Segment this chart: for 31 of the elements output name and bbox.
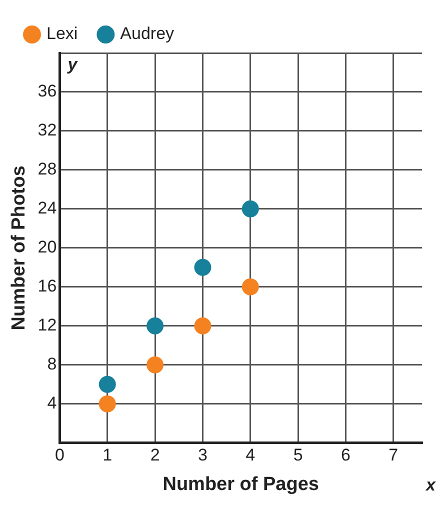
x-tick-label: 2 (150, 446, 160, 465)
x-tick-label: 1 (102, 446, 112, 465)
x-tick-label: 3 (198, 446, 208, 465)
y-tick-label: 12 (38, 316, 57, 335)
y-tick-label: 28 (38, 160, 57, 179)
y-tick-label: 16 (38, 276, 57, 296)
y-tick-label: 36 (38, 82, 57, 101)
y-tick-label: 32 (38, 120, 57, 140)
y-tick-label: 20 (38, 238, 57, 257)
legend-label: Audrey (120, 24, 175, 44)
y-tick-label: 24 (38, 198, 57, 218)
point (146, 356, 164, 374)
annotation: y (66, 55, 79, 74)
x-tick-label: 0 (54, 446, 64, 465)
point (194, 317, 212, 334)
x-tick-label: 7 (388, 446, 398, 465)
x-tick-label: 4 (246, 446, 256, 465)
y-tick-label: 8 (47, 354, 57, 374)
x-axis-title: Number of Pages (162, 474, 319, 495)
point (242, 200, 259, 218)
point (242, 278, 259, 296)
text: x (425, 476, 437, 495)
x-tick-label: 5 (293, 446, 303, 465)
x-tick-label: 6 (340, 446, 350, 465)
point (98, 376, 116, 393)
y-tick-label: 4 (47, 394, 57, 413)
point (146, 317, 164, 334)
legend-label: Lexi (46, 24, 78, 44)
point (98, 395, 116, 412)
point (194, 258, 212, 276)
y-axis-title: Number of Photos (8, 166, 30, 330)
